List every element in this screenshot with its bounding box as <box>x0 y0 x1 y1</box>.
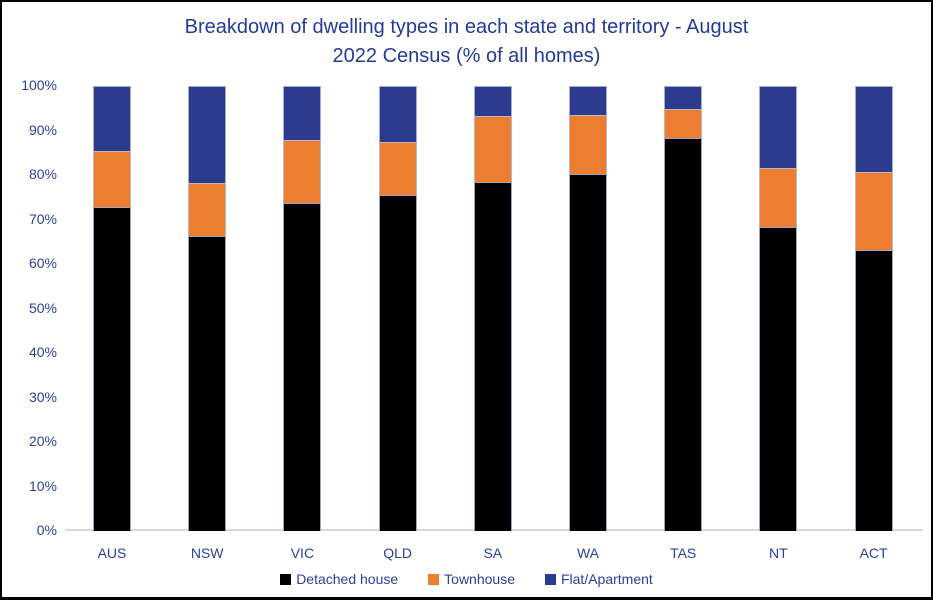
x-axis-category-label: SA <box>483 545 503 561</box>
x-axis-category-label: AUS <box>97 545 127 561</box>
bar-segment-flat-apartment <box>854 86 893 173</box>
bar-segment-detached-house <box>283 202 322 531</box>
y-axis-tick-label: 40% <box>28 344 57 360</box>
legend-label: Detached house <box>296 571 399 587</box>
legend-swatch-icon <box>428 573 440 585</box>
bar-segment-townhouse <box>473 116 512 182</box>
bar-segment-townhouse <box>93 150 131 208</box>
bar-segment-detached-house <box>378 195 417 531</box>
bar-segment-flat-apartment <box>759 86 798 168</box>
y-axis-tick-label: 20% <box>28 433 57 449</box>
bar-segment-townhouse <box>378 141 417 196</box>
bar-segment-detached-house <box>854 250 893 531</box>
y-axis-tick-label: 0% <box>36 522 57 538</box>
chart-title: Breakdown of dwelling types in each stat… <box>2 13 931 71</box>
bar-segment-detached-house <box>664 137 703 531</box>
bar-segment-townhouse <box>759 167 798 227</box>
bar-segment-townhouse <box>569 114 607 175</box>
x-axis-category-label: QLD <box>383 545 412 561</box>
x-axis-category-label: ACT <box>859 545 888 561</box>
y-axis-tick-label: 30% <box>28 388 57 405</box>
bar-segment-detached-house <box>473 181 512 531</box>
y-axis-tick-label: 80% <box>28 166 57 182</box>
bar-nsw <box>188 86 227 531</box>
bar-wa <box>569 86 607 531</box>
legend-label: Flat/Apartment <box>560 571 653 587</box>
chart-title-line-2: 2022 Census (% of all homes) <box>332 45 601 67</box>
bar-tas <box>664 86 703 531</box>
bar-segment-detached-house <box>569 174 607 531</box>
legend-swatch-icon <box>544 573 556 585</box>
x-axis-category-label: NSW <box>190 545 224 561</box>
y-axis-tick-label: 60% <box>28 255 57 271</box>
y-axis-tick-label: 100% <box>21 77 57 93</box>
y-axis-tick-label: 90% <box>28 121 57 138</box>
bar-segment-flat-apartment <box>188 86 227 184</box>
bar-segment-townhouse <box>283 139 322 203</box>
bar-nt <box>759 86 798 531</box>
bar-segment-flat-apartment <box>283 86 322 140</box>
legend-label: Townhouse <box>444 571 515 587</box>
bar-segment-flat-apartment <box>473 86 512 117</box>
y-axis-tick-label: 70% <box>28 210 57 227</box>
bar-qld <box>378 86 417 531</box>
bar-segment-flat-apartment <box>93 86 131 151</box>
legend-swatch-icon <box>280 573 292 585</box>
legend-item-flat-apartment: Flat/Apartment <box>544 571 653 587</box>
bar-segment-flat-apartment <box>378 86 417 142</box>
y-axis-tick-label: 10% <box>28 477 57 494</box>
bar-segment-townhouse <box>188 183 227 236</box>
legend-item-townhouse: Townhouse <box>428 571 515 587</box>
bar-segment-townhouse <box>854 172 893 251</box>
bar-segment-flat-apartment <box>664 86 703 110</box>
bar-segment-detached-house <box>188 235 227 531</box>
x-axis-category-label: TAS <box>670 545 697 561</box>
bar-segment-flat-apartment <box>569 86 607 115</box>
y-axis-tick-label: 50% <box>28 299 57 316</box>
bar-act <box>854 86 893 531</box>
chart-title-line-1: Breakdown of dwelling types in each stat… <box>184 16 749 38</box>
bar-segment-detached-house <box>93 207 131 531</box>
bar-segment-detached-house <box>759 226 798 531</box>
bar-segment-townhouse <box>664 109 703 138</box>
legend: Detached house Townhouse Flat/Apartment <box>2 571 931 587</box>
x-axis-category-label: NT <box>769 545 788 561</box>
bar-vic <box>283 86 322 531</box>
legend-item-detached-house: Detached house <box>280 571 398 587</box>
x-axis-category-label: WA <box>576 545 600 561</box>
bar-sa <box>473 86 512 531</box>
bar-aus <box>93 86 131 531</box>
x-axis-category-label: VIC <box>290 545 315 561</box>
